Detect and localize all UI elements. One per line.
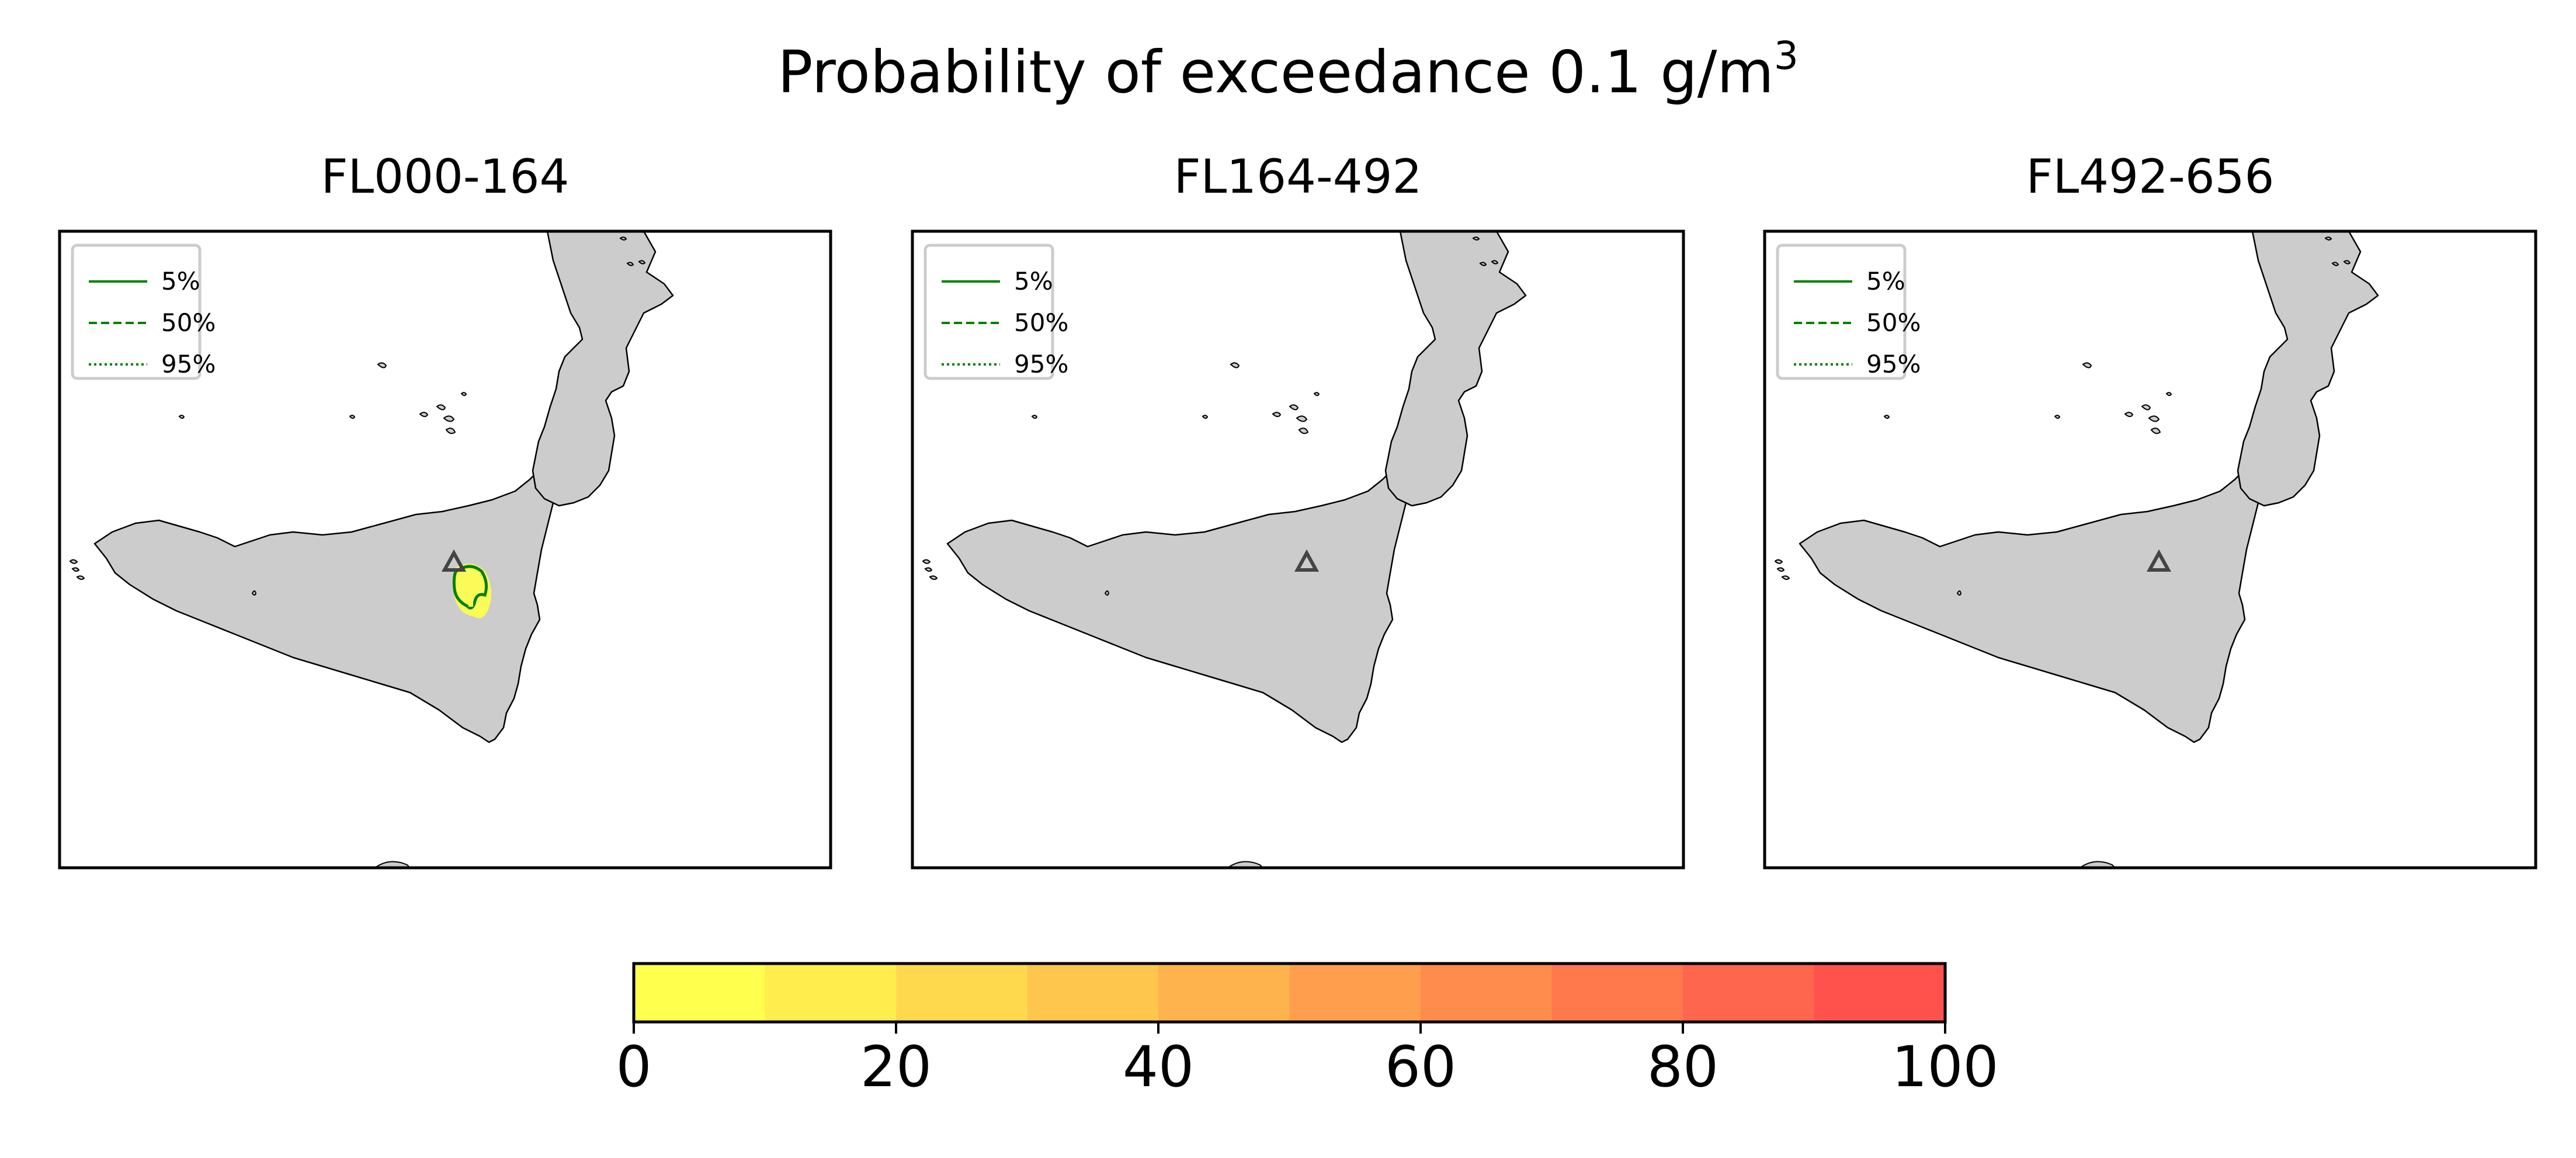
colorbar-tick-label: 60 (1385, 1034, 1456, 1100)
panel-frame (58, 229, 832, 870)
colorbar-segment (634, 964, 765, 1022)
legend-box (924, 244, 1054, 380)
legend-box (1776, 244, 1907, 380)
contour-5pct (452, 565, 488, 610)
volcano-marker-icon (1294, 549, 1320, 572)
legend-label: 5% (1014, 267, 1053, 295)
panel-title: FL164-492 (1174, 149, 1422, 204)
map-panel: FL164-492 5% 50% 95% (911, 149, 1685, 870)
colorbar-tick-label: 40 (1123, 1034, 1194, 1100)
colorbar-tick-label: 100 (1891, 1034, 1998, 1100)
colorbar-tick-label: 0 (616, 1034, 651, 1100)
figure-title-text: Probability of exceedance 0.1 g/m (777, 38, 1774, 106)
figure-title: Probability of exceedance 0.1 g/m3 (777, 33, 1799, 106)
legend: 5% 50% 95% (924, 244, 1068, 380)
legend-label: 50% (161, 308, 216, 337)
colorbar: 0 20 40 60 80 100 (616, 962, 1999, 1100)
colorbar-frame (632, 962, 1947, 1024)
colorbar-segment (1683, 964, 1814, 1022)
volcano-marker-icon (2146, 549, 2172, 572)
colorbar-segment (1027, 964, 1159, 1022)
colorbar-segment (1289, 964, 1421, 1022)
map-panel: FL492-656 5% 50% 95% (1763, 149, 2537, 870)
legend-label: 50% (1866, 308, 1921, 337)
legend-label: 95% (161, 350, 216, 378)
legend-label: 5% (161, 267, 200, 295)
panel-title: FL000-164 (321, 149, 570, 204)
colorbar-segment (765, 964, 897, 1022)
legend-box (71, 244, 202, 380)
legend-label: 5% (1866, 267, 1905, 295)
legend: 5% 50% 95% (71, 244, 216, 380)
plume-speck (477, 608, 482, 613)
legend-label: 95% (1866, 350, 1921, 378)
colorbar-tick-label: 80 (1647, 1034, 1719, 1100)
map-panel: FL000-164 5% 50% 95% (58, 149, 832, 870)
legend: 5% 50% 95% (1776, 244, 1921, 380)
colorbar-segment (1551, 964, 1683, 1022)
legend-label: 95% (1014, 350, 1068, 378)
colorbar-tick-label: 20 (860, 1034, 932, 1100)
map-panels: FL000-1645%50%95%FL164-4925%50%95%FL492-… (58, 149, 2537, 870)
colorbar-segment (1814, 964, 1946, 1022)
figure-title-superscript: 3 (1774, 33, 1799, 78)
panel-frame (1763, 229, 2537, 870)
panel-title: FL492-656 (2026, 149, 2275, 204)
colorbar-segment (1421, 964, 1552, 1022)
panel-frame (911, 229, 1685, 870)
legend-label: 50% (1014, 308, 1068, 337)
colorbar-segment (896, 964, 1027, 1022)
plume-speck (468, 602, 473, 607)
colorbar-segment (1158, 964, 1290, 1022)
volcano-marker-icon (441, 549, 467, 572)
